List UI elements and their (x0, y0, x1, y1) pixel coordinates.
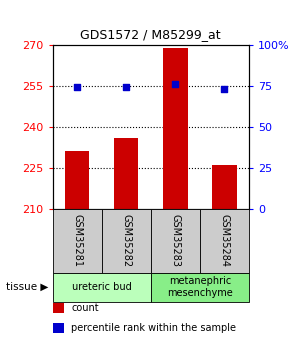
Text: ureteric bud: ureteric bud (72, 282, 131, 292)
Point (124, 85, 129, 90)
Text: GSM35282: GSM35282 (121, 214, 131, 267)
Point (173, 81, 178, 87)
Bar (163, 48, 188, 209)
Point (75, 85, 80, 90)
Text: GSM35284: GSM35284 (219, 214, 230, 267)
Text: metanephric
mesenchyme: metanephric mesenchyme (167, 276, 233, 298)
Bar (114, 138, 139, 209)
Point (222, 86, 227, 92)
Text: count: count (71, 303, 99, 313)
Bar (212, 165, 237, 209)
Text: GSM35283: GSM35283 (170, 214, 180, 267)
Title: GDS1572 / M85299_at: GDS1572 / M85299_at (80, 28, 221, 41)
Text: GSM35281: GSM35281 (72, 214, 82, 267)
Text: percentile rank within the sample: percentile rank within the sample (71, 323, 236, 333)
Text: tissue ▶: tissue ▶ (6, 282, 48, 292)
Bar (65, 151, 89, 209)
